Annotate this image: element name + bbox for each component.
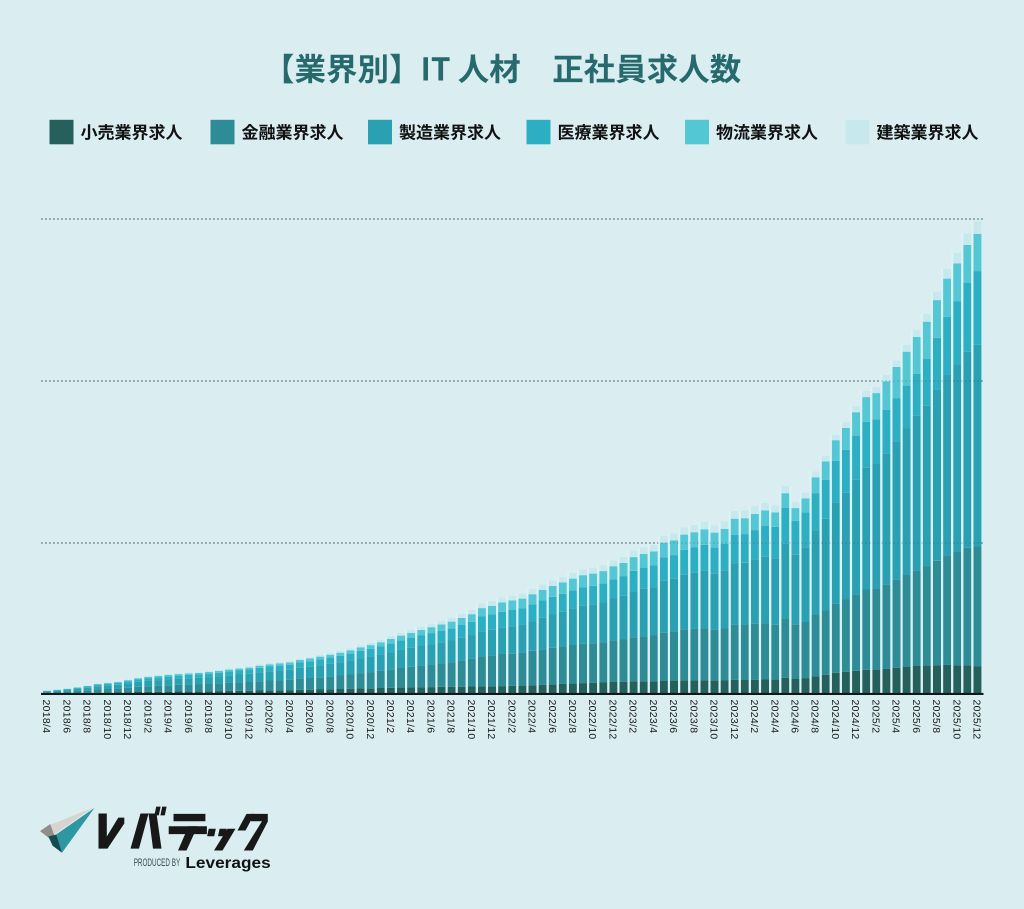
- svg-text:2018/6: 2018/6: [60, 700, 72, 734]
- svg-text:2021/2: 2021/2: [384, 700, 396, 734]
- svg-text:2023/8: 2023/8: [687, 700, 699, 734]
- svg-text:2021/12: 2021/12: [485, 700, 497, 740]
- svg-text:2025/12: 2025/12: [971, 700, 983, 740]
- svg-text:2019/2: 2019/2: [141, 700, 153, 734]
- svg-text:2021/4: 2021/4: [404, 700, 416, 734]
- svg-text:2018/8: 2018/8: [81, 700, 93, 734]
- svg-text:2018/10: 2018/10: [101, 700, 113, 740]
- svg-text:2024/6: 2024/6: [789, 700, 801, 734]
- svg-text:2025/6: 2025/6: [910, 700, 922, 734]
- svg-text:2022/8: 2022/8: [566, 700, 578, 734]
- svg-text:2020/12: 2020/12: [364, 700, 376, 740]
- svg-text:2024/12: 2024/12: [849, 700, 861, 740]
- svg-text:2024/4: 2024/4: [768, 700, 780, 734]
- svg-text:2023/2: 2023/2: [627, 700, 639, 734]
- svg-text:2022/6: 2022/6: [546, 700, 558, 734]
- svg-text:2019/12: 2019/12: [242, 700, 254, 740]
- svg-text:Leverages: Leverages: [185, 855, 270, 872]
- svg-text:2019/8: 2019/8: [202, 700, 214, 734]
- svg-text:2023/12: 2023/12: [728, 700, 740, 740]
- svg-text:2020/8: 2020/8: [323, 700, 335, 734]
- svg-text:2022/10: 2022/10: [586, 700, 598, 740]
- svg-text:2020/6: 2020/6: [303, 700, 315, 734]
- svg-text:2025/8: 2025/8: [930, 700, 942, 734]
- svg-text:2020/10: 2020/10: [344, 700, 356, 740]
- svg-text:2021/8: 2021/8: [445, 700, 457, 734]
- svg-text:2023/4: 2023/4: [647, 700, 659, 734]
- svg-text:2025/2: 2025/2: [869, 700, 881, 734]
- svg-text:2023/10: 2023/10: [708, 700, 720, 740]
- svg-text:2024/10: 2024/10: [829, 700, 841, 740]
- svg-text:2019/10: 2019/10: [222, 700, 234, 740]
- svg-text:PRODUCED BY: PRODUCED BY: [134, 857, 181, 869]
- svg-text:2022/2: 2022/2: [505, 700, 517, 734]
- svg-text:2021/10: 2021/10: [465, 700, 477, 740]
- svg-text:2024/2: 2024/2: [748, 700, 760, 734]
- svg-text:2019/4: 2019/4: [162, 700, 174, 734]
- svg-text:2019/6: 2019/6: [182, 700, 194, 734]
- svg-text:2022/12: 2022/12: [607, 700, 619, 740]
- svg-text:2024/8: 2024/8: [809, 700, 821, 734]
- svg-text:2023/6: 2023/6: [667, 700, 679, 734]
- svg-text:2022/4: 2022/4: [526, 700, 538, 734]
- svg-text:2020/2: 2020/2: [263, 700, 275, 734]
- svg-text:2018/4: 2018/4: [40, 700, 52, 734]
- svg-text:2021/6: 2021/6: [425, 700, 437, 734]
- svg-text:2025/4: 2025/4: [890, 700, 902, 734]
- svg-text:2018/12: 2018/12: [121, 700, 133, 740]
- svg-text:2025/10: 2025/10: [950, 700, 962, 740]
- svg-text:2020/4: 2020/4: [283, 700, 295, 734]
